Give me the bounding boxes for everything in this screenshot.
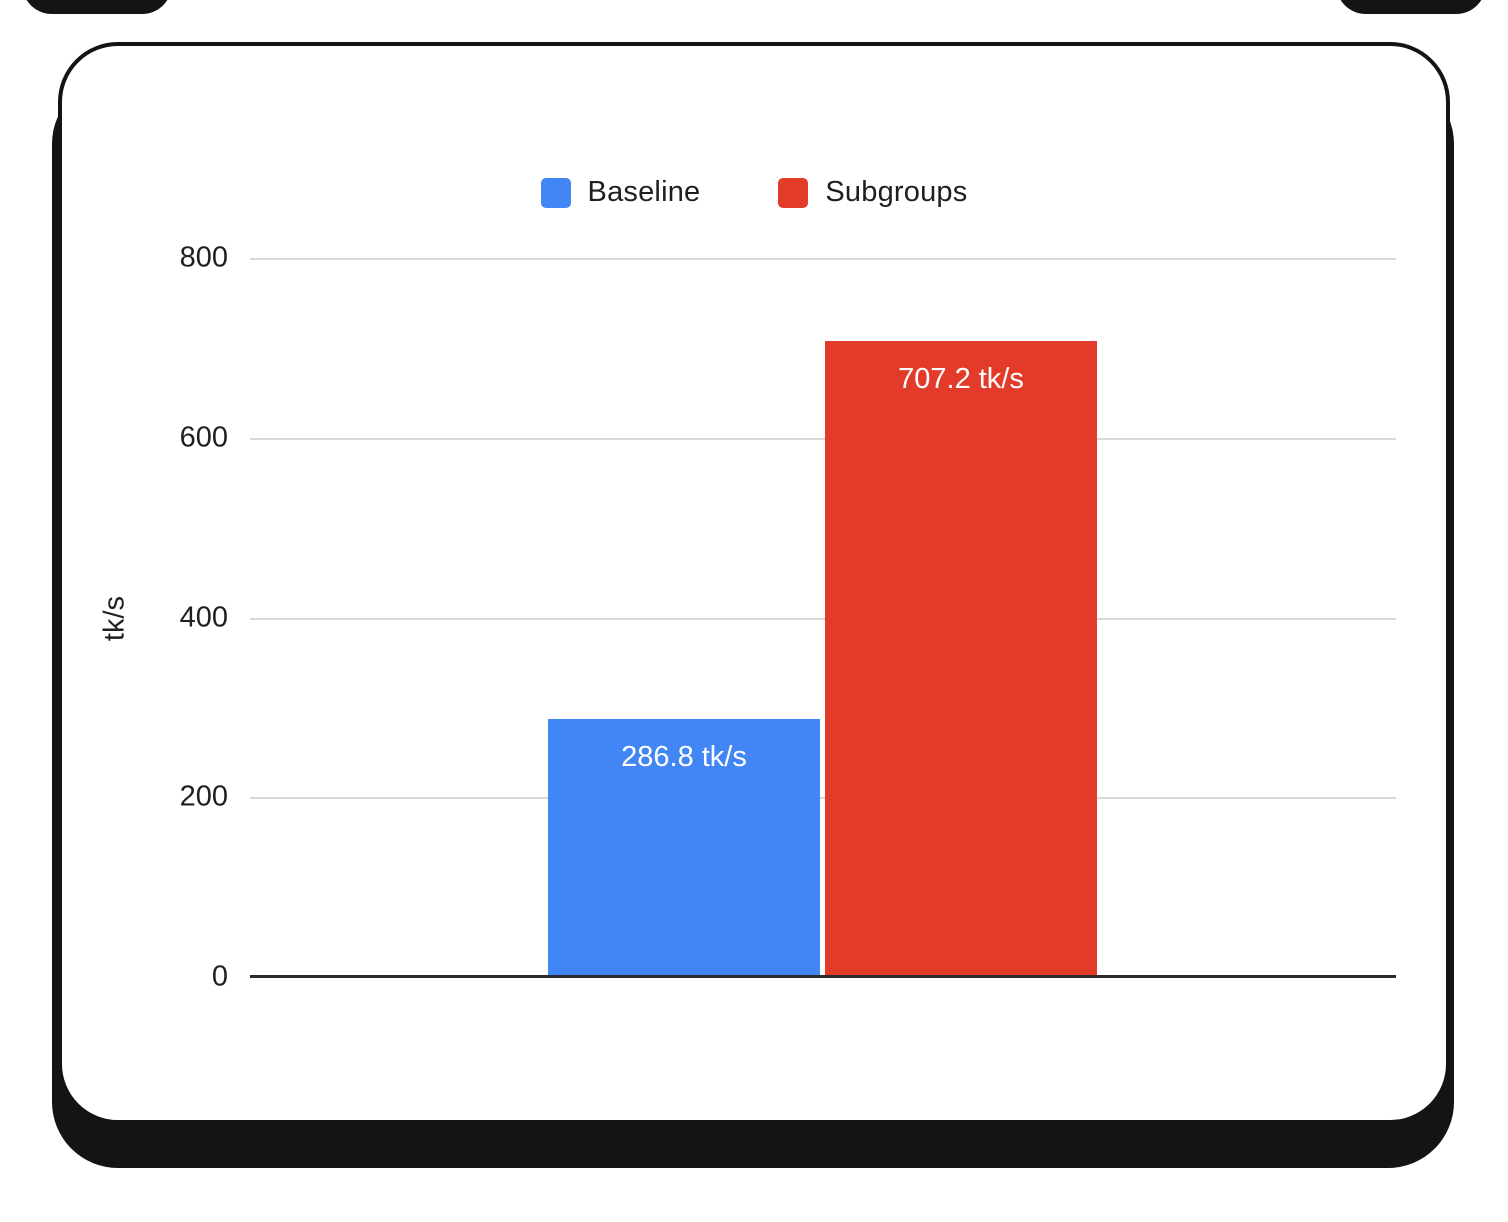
bar-label-subgroups: 707.2 tk/s	[898, 363, 1024, 396]
top-left-shadow-fragment	[22, 0, 172, 14]
y-tick-400: 400	[179, 601, 228, 633]
gridline-600	[250, 437, 1396, 440]
bar-subgroups: 707.2 tk/s	[825, 341, 1097, 977]
y-axis-title: tk/s	[98, 595, 131, 642]
legend-swatch-subgroups	[778, 177, 809, 208]
legend-item-baseline: Baseline	[540, 176, 701, 209]
plot-area: 800 600 400 200 0 286.8 tk/s 707.2 tk/s	[180, 242, 1396, 993]
y-tick-600: 600	[179, 421, 228, 454]
legend-label-baseline: Baseline	[587, 176, 701, 208]
legend-label-subgroups: Subgroups	[825, 176, 968, 208]
y-tick-0: 0	[211, 960, 228, 993]
chart-legend: Baseline Subgroups	[0, 176, 1508, 209]
bar-label-baseline: 286.8 tk/s	[621, 741, 747, 774]
gridline-200	[250, 797, 1396, 800]
legend-swatch-baseline	[540, 177, 571, 208]
y-tick-200: 200	[179, 780, 228, 813]
y-tick-800: 800	[179, 241, 228, 274]
bar-baseline: 286.8 tk/s	[548, 719, 820, 977]
gridline-800	[250, 258, 1396, 260]
legend-item-subgroups: Subgroups	[778, 176, 967, 209]
gridline-400	[250, 617, 1396, 620]
top-right-shadow-fragment	[1336, 0, 1486, 14]
x-axis-line	[250, 975, 1396, 978]
